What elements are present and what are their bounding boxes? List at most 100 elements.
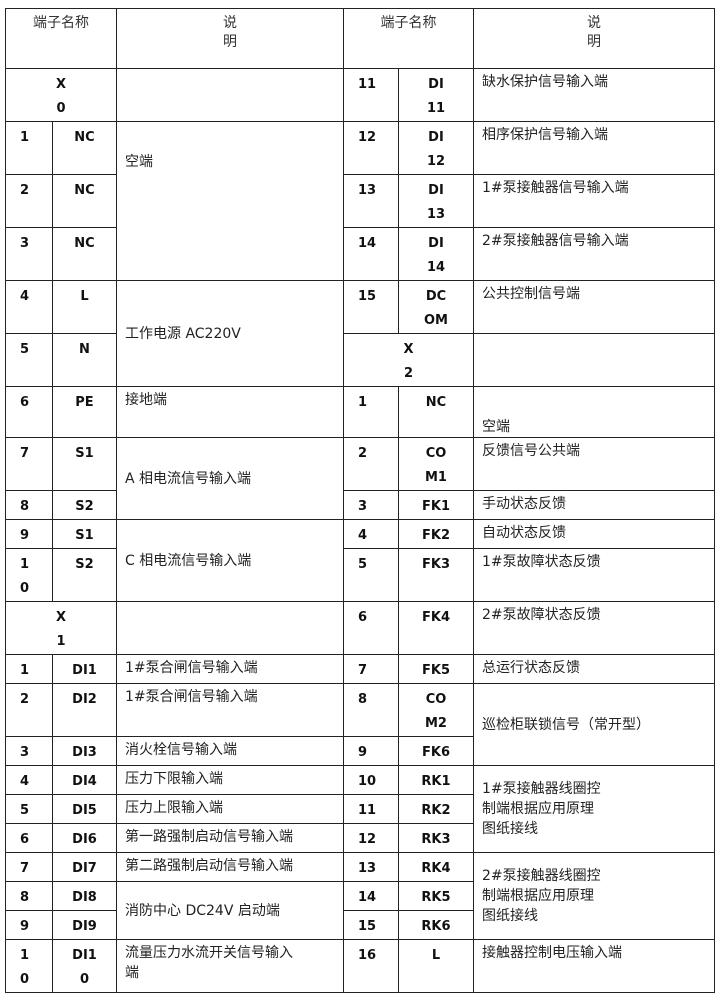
right-terminal-code: FK4 xyxy=(398,601,474,655)
table-row: 8 S2 3 FK1 手动状态反馈 xyxy=(5,490,715,520)
left-terminal-code: DI3 xyxy=(52,736,117,766)
right-terminal-description: 空端 xyxy=(473,386,715,438)
right-terminal-description: 2#泵故障状态反馈 xyxy=(473,601,715,655)
left-terminal-description: 消火栓信号输入端 xyxy=(116,736,344,766)
left-terminal-description: 消防中心 DC24V 启动端 xyxy=(116,881,344,940)
right-terminal-description: 公共控制信号端 xyxy=(473,280,715,334)
right-terminal-number: 2 xyxy=(343,437,399,491)
left-terminal-number: 3 xyxy=(5,227,53,281)
left-terminal-code: S1 xyxy=(52,437,117,491)
left-terminal-description: A 相电流信号输入端 xyxy=(116,437,344,520)
left-terminal-code: DI8 xyxy=(52,881,117,911)
right-terminal-number: 14 xyxy=(343,881,399,911)
right-terminal-description: 1#泵接触器线圈控 制端根据应用原理 图纸接线 xyxy=(473,765,715,853)
left-terminal-number: 6 xyxy=(5,386,53,438)
left-terminal-number: 3 xyxy=(5,736,53,766)
right-terminal-description: 1#泵接触器信号输入端 xyxy=(473,174,715,228)
left-description-header: 说 明 xyxy=(116,8,344,69)
right-terminal-code: FK3 xyxy=(398,548,474,602)
right-terminal-code: DI 14 xyxy=(398,227,474,281)
table-row: 7 S1 A 相电流信号输入端 2 CO M1 反馈信号公共端 xyxy=(5,437,715,520)
left-terminal-code: DI7 xyxy=(52,852,117,882)
left-terminal-name-header: 端子名称 xyxy=(5,8,117,69)
table-row: 6 PE 接地端 1 NC 空端 xyxy=(5,386,715,438)
right-terminal-code: FK1 xyxy=(398,490,474,520)
left-terminal-code: DI6 xyxy=(52,823,117,853)
right-terminal-code: FK5 xyxy=(398,654,474,684)
left-terminal-code: N xyxy=(52,333,117,387)
left-terminal-code: DI9 xyxy=(52,910,117,940)
right-terminal-description: 反馈信号公共端 xyxy=(473,437,715,491)
left-terminal-code: DI4 xyxy=(52,765,117,795)
right-terminal-number: 13 xyxy=(343,174,399,228)
left-terminal-code: PE xyxy=(52,386,117,438)
right-terminal-description: 1#泵故障状态反馈 xyxy=(473,548,715,602)
right-terminal-number: 14 xyxy=(343,227,399,281)
right-terminal-code: RK2 xyxy=(398,794,474,824)
left-terminal-description: 第一路强制启动信号输入端 xyxy=(116,823,344,853)
left-terminal-description xyxy=(116,601,344,655)
left-terminal-code: DI2 xyxy=(52,683,117,737)
left-terminal-code: NC xyxy=(52,227,117,281)
left-terminal-description: 1#泵合闸信号输入端 xyxy=(116,654,344,684)
right-terminal-code: RK4 xyxy=(398,852,474,882)
left-terminal-number: 5 xyxy=(5,794,53,824)
left-terminal-number: 2 xyxy=(5,683,53,737)
left-terminal-code: S2 xyxy=(52,490,117,520)
left-terminal-code: DI1 xyxy=(52,654,117,684)
table-row: 3 DI3 消火栓信号输入端 9 FK6 xyxy=(5,736,715,766)
left-terminal-number: 1 xyxy=(5,121,53,175)
table-row: 7 DI7 第二路强制启动信号输入端 13 RK4 2#泵接触器线圈控 制端根据应用原理 … xyxy=(5,852,715,940)
table-row: X 1 6 FK4 2#泵故障状态反馈 xyxy=(5,601,715,655)
left-terminal-number: 1 0 xyxy=(5,548,53,602)
right-terminal-code: DC OM xyxy=(398,280,474,334)
left-terminal-description: 接地端 xyxy=(116,386,344,438)
right-terminal-description: 巡检柜联锁信号（常开型） xyxy=(473,683,715,766)
right-terminal-number: 1 xyxy=(343,386,399,438)
left-terminal-number: 9 xyxy=(5,519,53,549)
right-terminal-number: 8 xyxy=(343,683,399,737)
right-terminal-name-header: 端子名称 xyxy=(343,8,474,69)
right-terminal-number: 12 xyxy=(343,121,399,175)
header-row: 端子名称 说 明 端子名称 说 明 xyxy=(5,8,715,69)
table-row: 3 NC 14 DI 14 2#泵接触器信号输入端 xyxy=(5,227,715,281)
left-terminal-group-label: X 1 xyxy=(5,601,117,655)
right-terminal-group-label: X 2 xyxy=(343,333,474,387)
left-terminal-description: 流量压力水流开关信号输入 端 xyxy=(116,939,344,993)
table-row: 1 NC 空端 12 DI 12 相序保护信号输入端 xyxy=(5,121,715,281)
left-terminal-number: 8 xyxy=(5,490,53,520)
right-terminal-code: RK1 xyxy=(398,765,474,795)
table-row: 1 0 S2 5 FK3 1#泵故障状态反馈 xyxy=(5,548,715,602)
left-terminal-number: 4 xyxy=(5,765,53,795)
left-terminal-description: 空端 xyxy=(116,121,344,281)
right-terminal-code: DI 12 xyxy=(398,121,474,175)
left-terminal-code: DI5 xyxy=(52,794,117,824)
left-terminal-description: 压力下限输入端 xyxy=(116,765,344,795)
left-terminal-number: 1 xyxy=(5,654,53,684)
right-terminal-code: DI 11 xyxy=(398,68,474,122)
right-terminal-number: 11 xyxy=(343,68,399,122)
right-terminal-code: L xyxy=(398,939,474,993)
left-terminal-number: 7 xyxy=(5,852,53,882)
right-terminal-description xyxy=(473,333,715,387)
left-terminal-code: L xyxy=(52,280,117,334)
table-row: 4 DI4 压力下限输入端 10 RK1 1#泵接触器线圈控 制端根据应用原理 图纸接线 xyxy=(5,765,715,853)
right-terminal-description: 2#泵接触器线圈控 制端根据应用原理 图纸接线 xyxy=(473,852,715,940)
left-terminal-code: DI1 0 xyxy=(52,939,117,993)
right-terminal-description: 缺水保护信号输入端 xyxy=(473,68,715,122)
right-terminal-code: RK6 xyxy=(398,910,474,940)
left-terminal-number: 5 xyxy=(5,333,53,387)
left-terminal-description: 压力上限输入端 xyxy=(116,794,344,824)
right-terminal-code: CO M1 xyxy=(398,437,474,491)
right-terminal-code: RK3 xyxy=(398,823,474,853)
right-terminal-description: 2#泵接触器信号输入端 xyxy=(473,227,715,281)
left-terminal-description xyxy=(116,68,344,122)
right-terminal-number: 9 xyxy=(343,736,399,766)
left-terminal-code: S1 xyxy=(52,519,117,549)
table-row: 2 DI2 1#泵合闸信号输入端 8 CO M2 巡检柜联锁信号（常开型） xyxy=(5,683,715,766)
table-row: X 0 11 DI 11 缺水保护信号输入端 xyxy=(5,68,715,122)
right-terminal-number: 4 xyxy=(343,519,399,549)
right-terminal-code: CO M2 xyxy=(398,683,474,737)
left-terminal-code: S2 xyxy=(52,548,117,602)
right-terminal-number: 16 xyxy=(343,939,399,993)
